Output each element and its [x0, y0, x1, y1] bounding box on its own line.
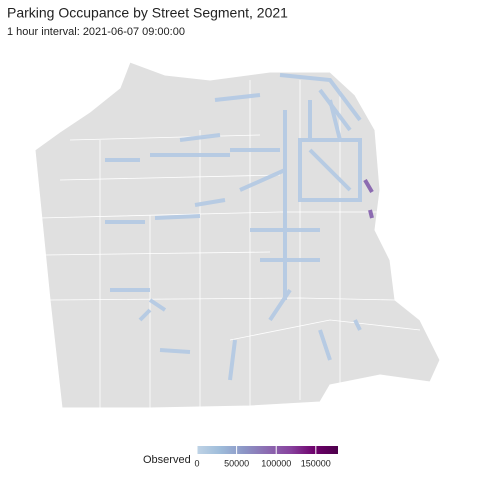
- legend-tick-label: 0: [194, 458, 199, 468]
- city-map: [34, 61, 441, 409]
- title: Parking Occupance by Street Segment, 202…: [7, 5, 288, 21]
- legend-tick-label: 50000: [224, 458, 249, 468]
- street-segments: [105, 73, 362, 381]
- legend-tick-label: 150000: [301, 458, 331, 468]
- colorbar: [197, 446, 338, 454]
- legend-tick-label: 100000: [261, 458, 291, 468]
- street-segments-high: [363, 178, 374, 219]
- legend-title: Observed: [143, 454, 191, 466]
- land: [34, 61, 441, 409]
- subtitle: 1 hour interval: 2021-06-07 09:00:00: [7, 26, 185, 38]
